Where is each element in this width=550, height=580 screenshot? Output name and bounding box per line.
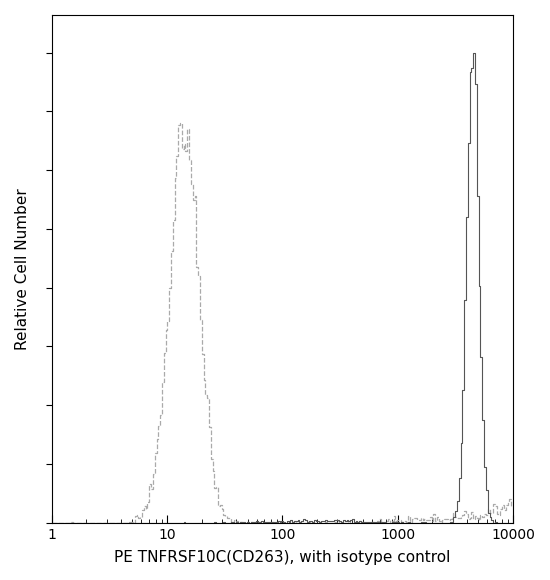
Y-axis label: Relative Cell Number: Relative Cell Number (15, 188, 30, 350)
X-axis label: PE TNFRSF10C(CD263), with isotype control: PE TNFRSF10C(CD263), with isotype contro… (114, 550, 450, 565)
